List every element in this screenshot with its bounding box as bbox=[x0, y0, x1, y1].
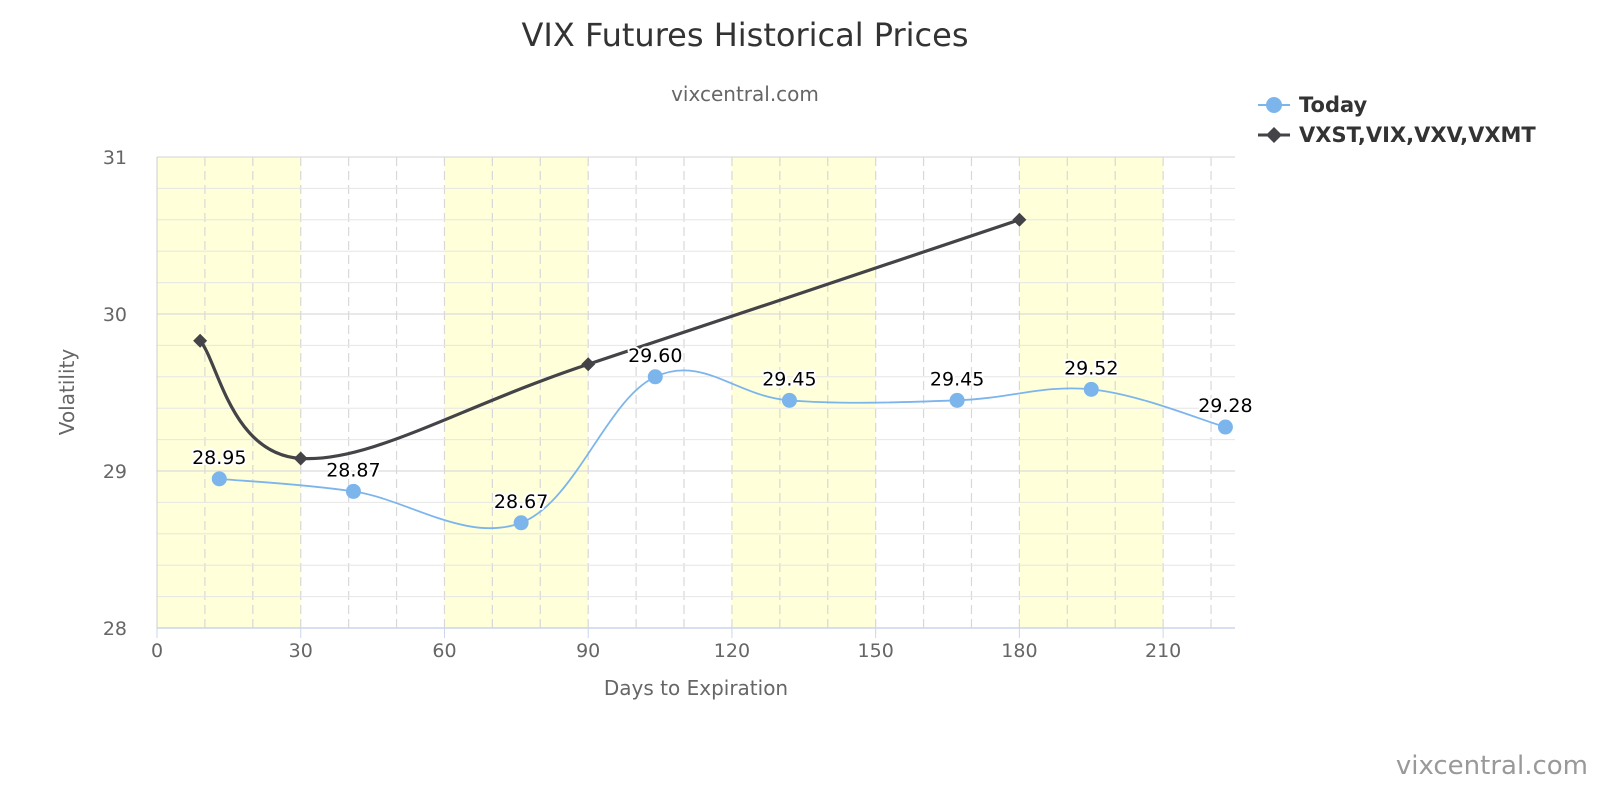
data-label-halo: 29.45 bbox=[762, 368, 816, 390]
chart-title: VIX Futures Historical Prices bbox=[522, 16, 969, 54]
x-tick-label: 180 bbox=[1001, 640, 1037, 662]
point-today-5[interactable] bbox=[949, 392, 965, 408]
legend-item-term-structure[interactable]: VXST,VIX,VXV,VXMT bbox=[1258, 123, 1536, 147]
data-label-halo: 28.67 bbox=[494, 491, 548, 513]
y-tick-label: 28 bbox=[103, 618, 127, 640]
x-tick-label: 60 bbox=[432, 640, 456, 662]
x-tick-label: 30 bbox=[289, 640, 313, 662]
x-axis-title: Days to Expiration bbox=[604, 676, 788, 700]
series-layer bbox=[193, 212, 1233, 531]
data-label-today-4: 29.45 bbox=[762, 368, 816, 390]
legend-item-today[interactable]: Today bbox=[1258, 93, 1368, 117]
data-label-today-3: 29.60 bbox=[628, 345, 682, 367]
point-term-structure-1[interactable] bbox=[293, 451, 308, 466]
y-tick-label: 29 bbox=[103, 461, 127, 483]
point-term-structure-0[interactable] bbox=[193, 333, 208, 348]
shaded-bands bbox=[157, 157, 1164, 628]
point-today-4[interactable] bbox=[781, 392, 797, 408]
point-term-structure-2[interactable] bbox=[581, 357, 596, 372]
point-today-7[interactable] bbox=[1217, 419, 1233, 435]
x-tick-label: 90 bbox=[576, 640, 600, 662]
shaded-band-1 bbox=[444, 157, 589, 628]
series-line-today bbox=[219, 369, 1226, 530]
legend-marker-term-structure-diamond-icon bbox=[1266, 127, 1282, 143]
axes: 0 30 60 90 120 150 180 210 28 29 30 31 bbox=[103, 147, 1235, 662]
data-label-today-5: 29.45 bbox=[930, 368, 984, 390]
legend-label-today: Today bbox=[1299, 93, 1368, 117]
legend: Today VXST,VIX,VXV,VXMT bbox=[1258, 93, 1536, 147]
data-label-halo: 29.45 bbox=[930, 368, 984, 390]
point-today-3[interactable] bbox=[647, 369, 663, 385]
y-tick-label: 30 bbox=[103, 304, 127, 326]
y-axis-title: Volatility bbox=[55, 349, 79, 436]
data-label-today-2: 28.67 bbox=[494, 491, 548, 513]
x-tick-label: 0 bbox=[151, 640, 163, 662]
chart-subtitle: vixcentral.com bbox=[671, 82, 819, 106]
data-label-today-0: 28.95 bbox=[192, 447, 246, 469]
legend-label-term-structure: VXST,VIX,VXV,VXMT bbox=[1299, 123, 1536, 147]
x-tick-label: 210 bbox=[1145, 640, 1181, 662]
point-today-1[interactable] bbox=[345, 483, 361, 499]
x-tick-label: 120 bbox=[714, 640, 750, 662]
data-label-halo: 28.87 bbox=[326, 459, 380, 481]
data-label-halo: 29.52 bbox=[1064, 357, 1118, 379]
data-label-today-1: 28.87 bbox=[326, 459, 380, 481]
data-label-halo: 29.28 bbox=[1198, 395, 1252, 417]
point-term-structure-3[interactable] bbox=[1012, 212, 1027, 227]
data-label-today-6: 29.52 bbox=[1064, 357, 1118, 379]
data-label-today-7: 29.28 bbox=[1198, 395, 1252, 417]
credits-link[interactable]: vixcentral.com bbox=[1396, 751, 1588, 781]
y-tick-label: 31 bbox=[103, 147, 127, 169]
point-today-2[interactable] bbox=[513, 515, 529, 531]
x-tick-label: 150 bbox=[858, 640, 894, 662]
point-today-0[interactable] bbox=[211, 471, 227, 487]
data-label-halo: 28.95 bbox=[192, 447, 246, 469]
point-today-6[interactable] bbox=[1083, 381, 1099, 397]
legend-marker-today-circle-icon bbox=[1266, 97, 1282, 113]
data-label-halo: 29.60 bbox=[628, 345, 682, 367]
series-line-term-structure bbox=[198, 218, 1020, 461]
data-labels: 28.9528.9528.8728.8728.6728.6729.6029.60… bbox=[190, 343, 1255, 515]
shaded-band-0 bbox=[157, 157, 301, 628]
